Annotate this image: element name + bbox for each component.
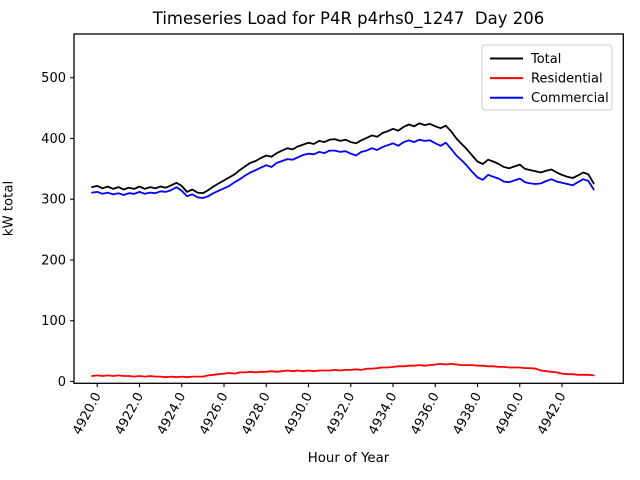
y-tick-label: 500 — [41, 71, 66, 86]
x-tick-label: 4936.0 — [408, 390, 443, 437]
y-tick-label: 200 — [41, 253, 66, 268]
x-tick-label: 4930.0 — [281, 390, 316, 437]
x-tick-label: 4922.0 — [112, 390, 147, 437]
x-tick-label: 4942.0 — [535, 390, 570, 437]
chart-title: Timeseries Load for P4R p4rhs0_1247 Day … — [152, 9, 545, 28]
legend-label-residential: Residential — [531, 72, 603, 87]
commercial-line — [91, 138, 595, 199]
x-tick-label: 4924.0 — [155, 390, 190, 437]
x-tick-label: 4940.0 — [493, 390, 528, 437]
y-tick-label: 300 — [41, 193, 66, 208]
x-tick-label: 4928.0 — [239, 390, 274, 437]
y-tick-label: 400 — [41, 132, 66, 147]
x-tick-label: 4932.0 — [324, 390, 359, 437]
x-tick-label: 4926.0 — [197, 390, 232, 437]
total-line — [91, 122, 595, 195]
axes-spines — [73, 33, 624, 384]
legend-box — [481, 44, 613, 111]
legend-label-total: Total — [530, 52, 561, 67]
y-tick-label: 100 — [41, 314, 66, 329]
x-tick-label: 4934.0 — [366, 390, 401, 437]
x-tick-label: 4920.0 — [70, 390, 105, 437]
x-tick-label: 4938.0 — [450, 390, 485, 437]
y-tick-label: 0 — [58, 375, 66, 390]
legend-label-commercial: Commercial — [531, 91, 609, 106]
residential-line — [91, 362, 595, 379]
x-axis-label: Hour of Year — [307, 451, 390, 466]
